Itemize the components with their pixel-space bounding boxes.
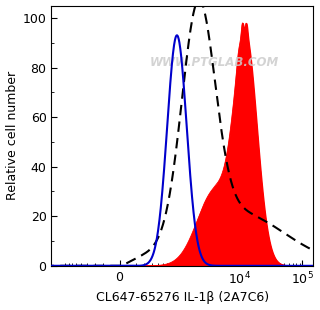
Text: WWW.PTGLAB.COM: WWW.PTGLAB.COM — [149, 56, 278, 69]
Y-axis label: Relative cell number: Relative cell number — [5, 71, 19, 200]
X-axis label: CL647-65276 IL-1β (2A7C6): CL647-65276 IL-1β (2A7C6) — [96, 291, 269, 304]
